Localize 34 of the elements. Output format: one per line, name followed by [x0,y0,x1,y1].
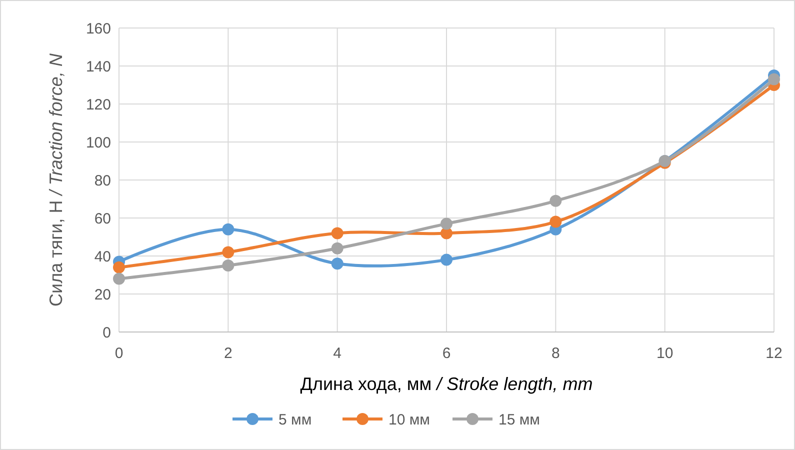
point [331,242,344,254]
legend-label: 15 мм [498,411,540,428]
y-tick-label: 80 [94,172,111,190]
point [550,194,562,207]
y-tick-label: 160 [86,20,111,38]
y-tick-label: 140 [86,58,111,76]
x-tick-label: 10 [656,345,674,362]
x-tick-label: 0 [114,345,124,362]
point [331,258,344,270]
y-tick-label: 120 [86,96,111,114]
point [222,246,234,258]
point [222,223,234,236]
y-tick-label: 0 [102,324,111,342]
point [331,227,344,240]
point [440,218,452,230]
y-tick-label: 60 [94,210,111,228]
y-tick-label: 100 [86,134,111,152]
y-axis-title: Сила тяги, Н / Traction force, N [46,52,66,306]
point [550,216,562,228]
x-tick-label: 12 [766,345,782,362]
point [113,261,125,274]
x-axis-title: Длина хода, мм / Stroke length, mm [300,374,593,394]
x-tick-label: 6 [442,345,451,362]
legend-label: 5 мм [278,411,312,428]
y-tick-label: 40 [94,248,111,266]
point [440,254,452,266]
point [222,260,234,272]
y-tick-label: 20 [94,286,111,304]
x-tick-label: 2 [224,345,232,362]
x-tick-label: 4 [333,345,342,362]
x-tick-label: 8 [551,345,560,362]
legend-label: 10 мм [388,411,430,428]
point [768,73,780,86]
point [113,272,125,285]
